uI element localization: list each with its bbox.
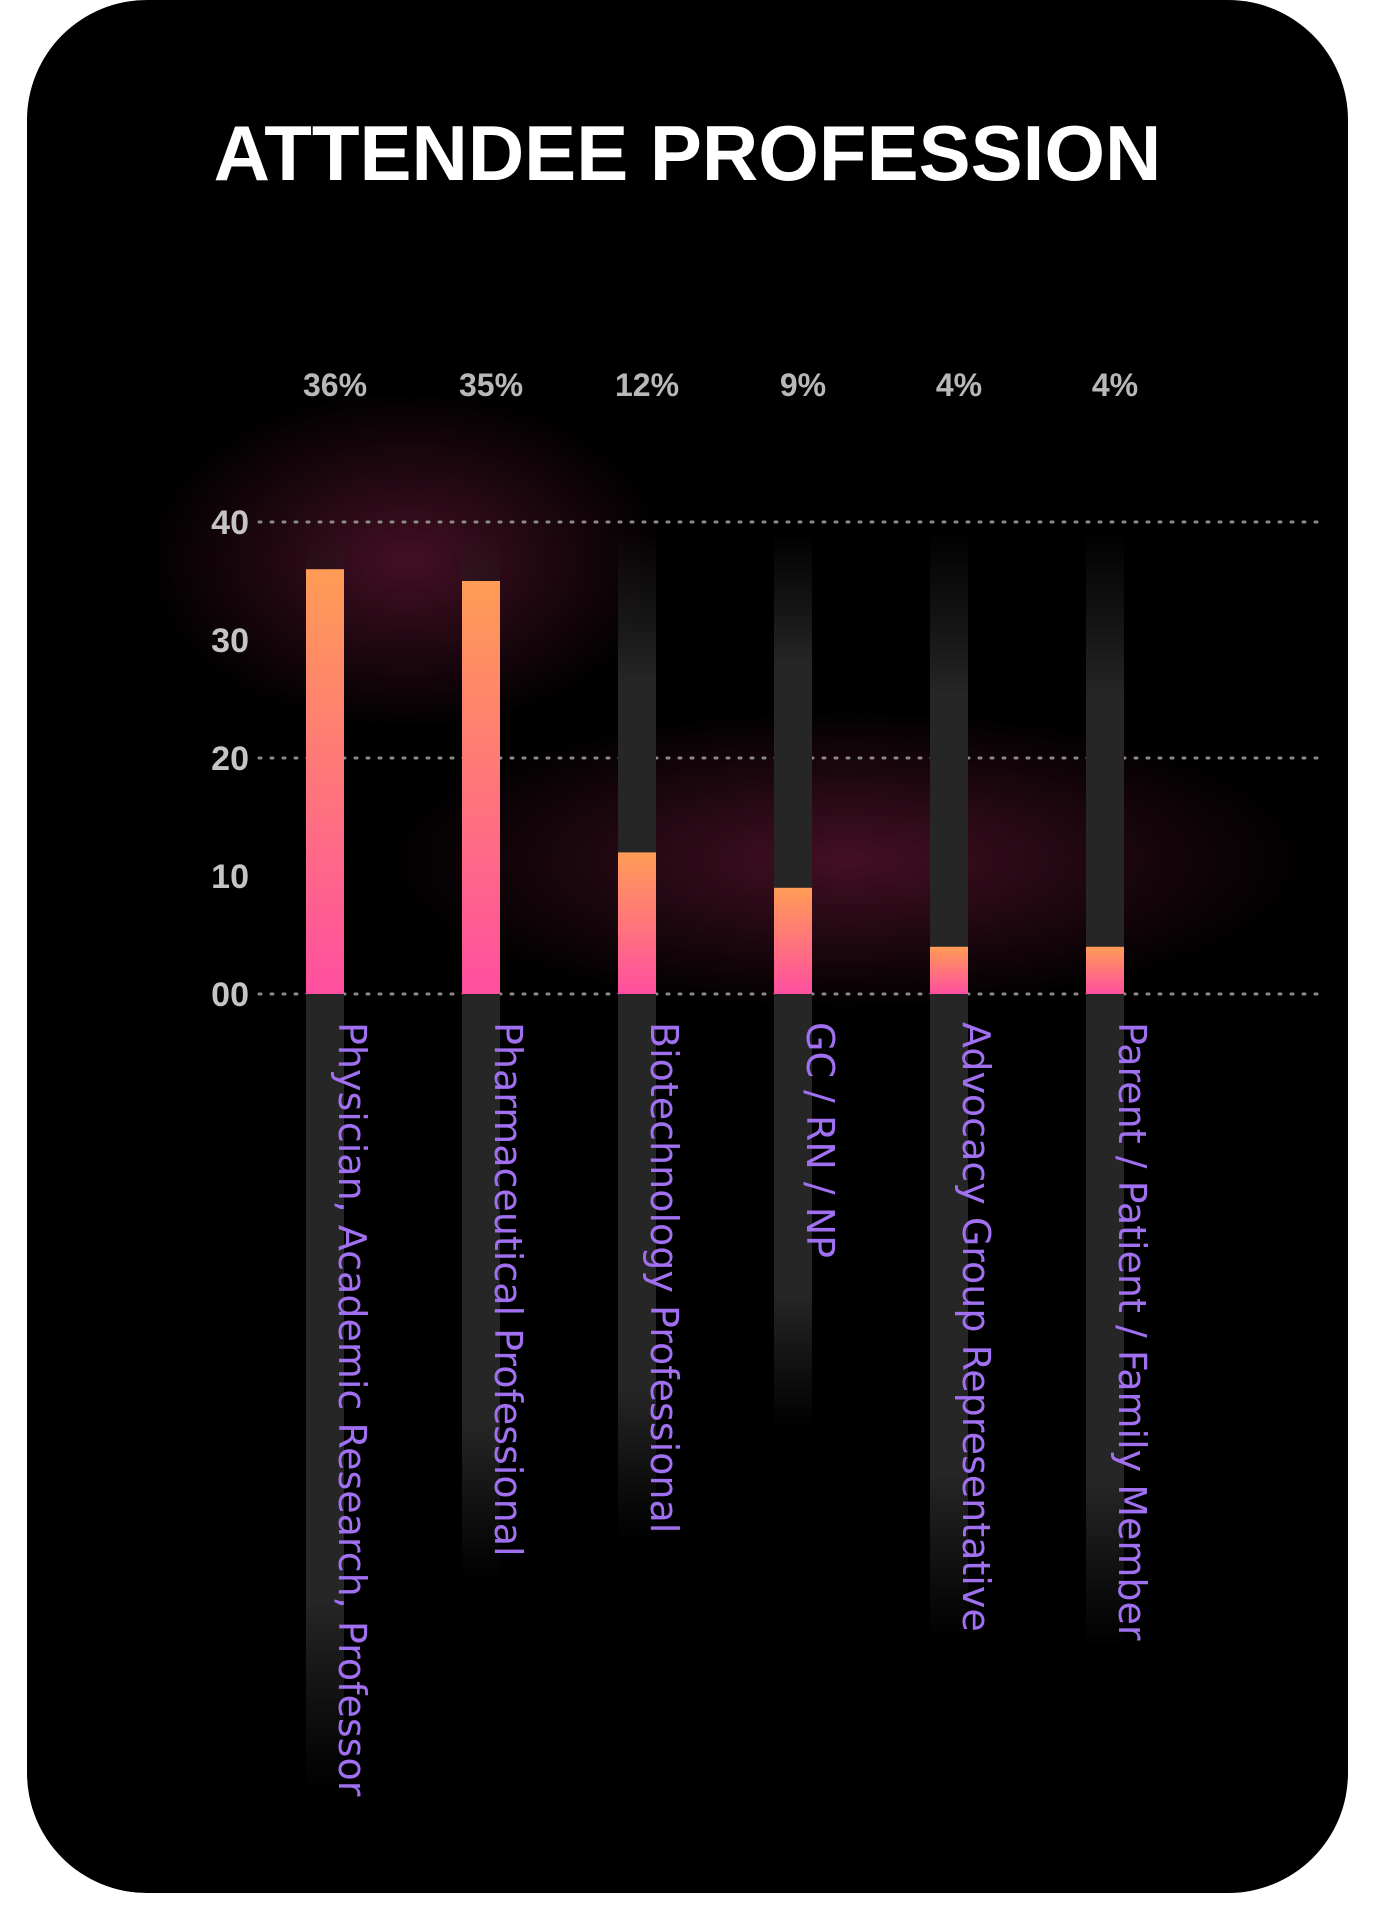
data-label: 35%	[459, 367, 523, 403]
bar-track	[618, 530, 656, 1540]
bar-track	[1086, 530, 1124, 1650]
chart-title: ATTENDEE PROFESSION	[213, 109, 1162, 197]
chart-card: ATTENDEE PROFESSION 00 10 20 30 40 36% 35% 12%…	[27, 0, 1348, 1893]
data-label: 36%	[303, 367, 367, 403]
bar-track	[930, 530, 968, 1640]
category-label: Biotechnology Professional	[642, 1022, 686, 1533]
y-tick-label: 10	[211, 858, 249, 896]
y-tick-label: 40	[211, 504, 249, 542]
bar	[930, 946, 968, 994]
bar	[774, 887, 812, 994]
y-tick-label: 30	[211, 622, 249, 660]
bar	[462, 581, 500, 994]
y-tick-label: 00	[211, 976, 249, 1014]
data-label: 12%	[615, 367, 679, 403]
glow-decoration	[387, 710, 1307, 1010]
category-label: Parent / Patient / Family Member	[1110, 1022, 1154, 1641]
bar-chart: 00 10 20 30 40 36% 35% 12% 9% 4% 4% Physician, Ac…	[147, 367, 1319, 1797]
category-label: Physician, Academic Research, Professor	[330, 1022, 374, 1797]
bar	[618, 852, 656, 994]
y-tick-label: 20	[211, 740, 249, 778]
category-label: Pharmaceutical Professional	[486, 1022, 530, 1557]
bar	[306, 569, 344, 994]
bar	[1086, 946, 1124, 994]
glow-decoration	[147, 390, 667, 730]
data-label: 4%	[1092, 367, 1138, 403]
data-label: 9%	[780, 367, 826, 403]
category-label: GC / RN / NP	[798, 1022, 842, 1258]
category-label: Advocacy Group Representative	[954, 1022, 998, 1632]
data-label: 4%	[936, 367, 982, 403]
